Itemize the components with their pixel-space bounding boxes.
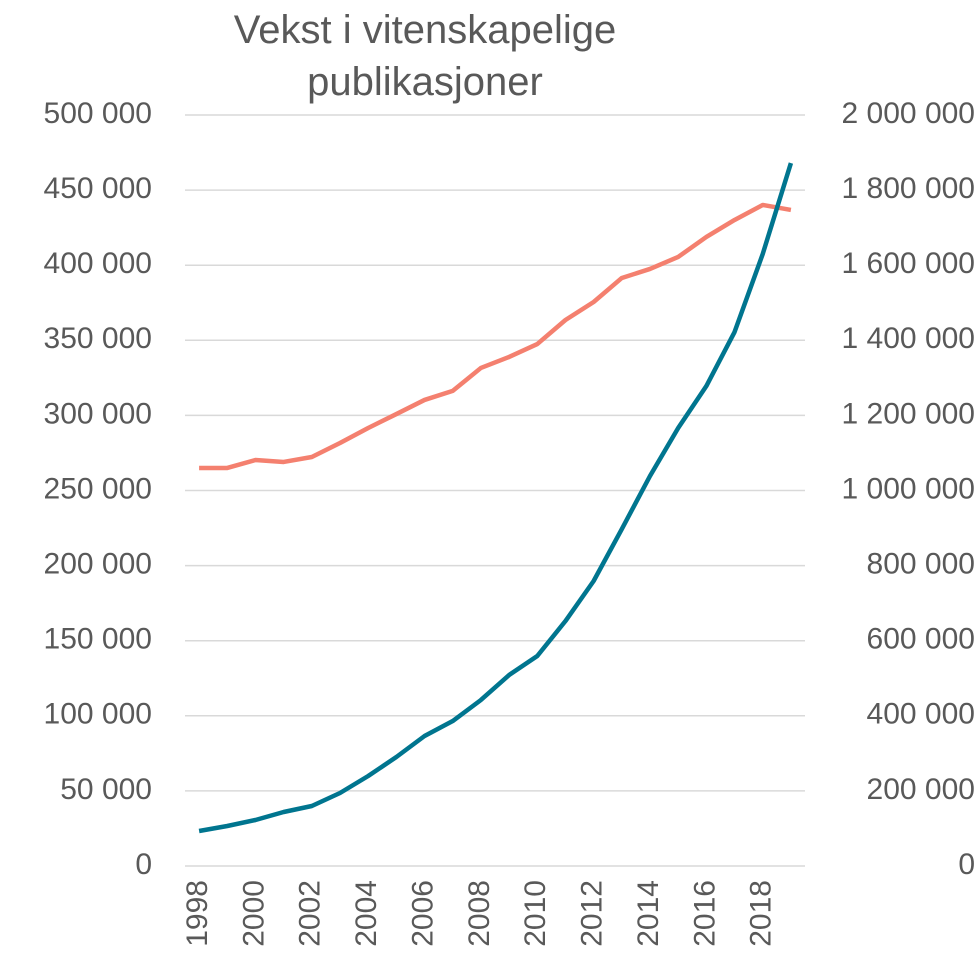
y2-tick-label: 1 000 000: [842, 472, 975, 505]
chart-title: Vekst i vitenskapelige publikasjoner: [233, 8, 617, 104]
y-tick-label: 350 000: [44, 322, 152, 355]
x-tick-label: 2006: [406, 880, 439, 947]
x-tick-label: 2014: [632, 880, 665, 947]
y2-tick-label: 1 600 000: [842, 247, 975, 280]
y-tick-label: 300 000: [44, 397, 152, 430]
y2-tick-label: 1 400 000: [842, 322, 975, 355]
y2-tick-label: 200 000: [867, 773, 975, 806]
y2-tick-label: 1 800 000: [842, 172, 975, 205]
series-line: [198, 162, 794, 834]
x-tick-label: 2002: [294, 880, 327, 947]
x-tick-label: 2008: [463, 880, 496, 947]
y-tick-label: 100 000: [44, 698, 152, 731]
x-tick-label: 2018: [745, 880, 778, 947]
x-tick-label: 2012: [576, 880, 609, 947]
y-tick-label: 0: [135, 848, 152, 881]
y-tick-label: 400 000: [44, 247, 152, 280]
x-tick-label: 2010: [519, 880, 552, 947]
y-tick-label: 250 000: [44, 472, 152, 505]
y2-tick-label: 800 000: [867, 548, 975, 581]
x-tick-label: 2004: [350, 880, 383, 947]
y-tick-label: 50 000: [60, 773, 152, 806]
y2-tick-label: 400 000: [867, 698, 975, 731]
y-tick-label: 450 000: [44, 172, 152, 205]
series-line: [199, 202, 792, 471]
y-tick-label: 500 000: [44, 97, 152, 130]
y2-tick-label: 2 000 000: [842, 97, 975, 130]
x-tick-label: 2016: [688, 880, 721, 947]
y-tick-label: 200 000: [44, 548, 152, 581]
y2-tick-label: 0: [958, 848, 975, 881]
y-tick-label: 150 000: [44, 623, 152, 656]
x-tick-label: 2000: [237, 880, 270, 947]
x-tick-label: 1998: [181, 880, 214, 947]
y2-tick-label: 1 200 000: [842, 397, 975, 430]
y2-tick-label: 600 000: [867, 623, 975, 656]
